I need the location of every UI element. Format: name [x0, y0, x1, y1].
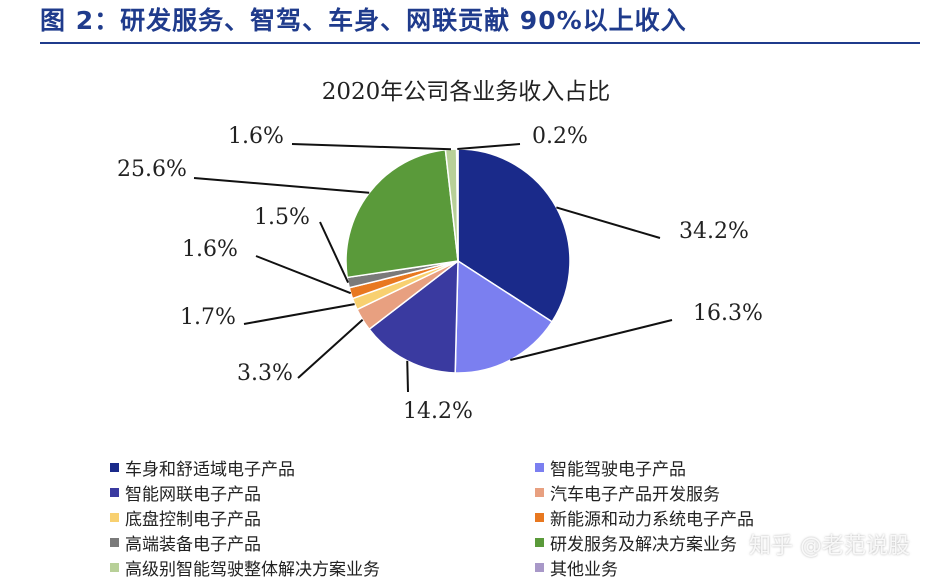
legend-label: 智能网联电子产品 [125, 484, 261, 505]
legend-label: 汽车电子产品开发服务 [550, 484, 720, 505]
chart-title: 2020年公司各业务收入占比 [321, 79, 611, 105]
legend-label: 其他业务 [550, 559, 618, 580]
data-label: 16.3% [693, 301, 763, 326]
pie-slice [345, 148, 459, 279]
legend-swatch [535, 512, 544, 522]
pie-slice [454, 259, 554, 374]
legend-swatch [110, 562, 119, 572]
legend-swatch [535, 462, 544, 472]
leader-line [510, 319, 673, 362]
figure-title: 图 2：研发服务、智驾、车身、网联贡献 90%以上收入 [40, 6, 687, 35]
legend-label: 车身和舒适域电子产品 [125, 459, 295, 480]
leader-line [193, 177, 370, 194]
legend-item: 新能源和动力系统电子产品 [535, 505, 830, 530]
legend-swatch [535, 562, 544, 572]
leader-line [297, 318, 364, 379]
legend-swatch [110, 537, 119, 547]
legend-item: 高端装备电子产品 [110, 530, 535, 555]
legend-item: 车身和舒适域电子产品 [110, 455, 535, 480]
leader-line [457, 143, 521, 150]
legend-item: 其他业务 [535, 555, 830, 580]
watermark: 知乎 @老范说股 [749, 534, 910, 559]
leader-line [319, 221, 350, 284]
title-divider [40, 42, 920, 44]
data-label: 0.2% [532, 124, 588, 149]
legend-item: 高级别智能驾驶整体解决方案业务 [110, 555, 535, 580]
pie-chart: 34.2% 16.3% 14.2% 3.3% 1.7% 1.6% 1.5% 25.6% 1.6%… [117, 124, 763, 424]
legend-label: 智能驾驶电子产品 [550, 459, 686, 480]
legend-swatch [110, 462, 119, 472]
legend-swatch [110, 512, 119, 522]
legend-label: 高级别智能驾驶整体解决方案业务 [125, 559, 380, 580]
leader-line [406, 360, 409, 393]
legend-item: 汽车电子产品开发服务 [535, 480, 830, 505]
data-label: 1.7% [180, 305, 236, 330]
leader-line [255, 255, 352, 295]
data-label: 1.6% [182, 237, 238, 262]
data-label: 14.2% [403, 399, 473, 424]
data-label: 25.6% [117, 157, 187, 182]
data-label: 3.3% [237, 361, 293, 386]
legend-swatch [535, 537, 544, 547]
legend-label: 高端装备电子产品 [125, 534, 261, 555]
legend-item: 研发服务及解决方案业务 [535, 530, 830, 555]
legend-label: 新能源和动力系统电子产品 [550, 509, 754, 530]
leader-line [243, 303, 355, 325]
legend-label: 研发服务及解决方案业务 [550, 534, 737, 555]
data-label: 1.6% [228, 124, 284, 149]
legend-label: 底盘控制电子产品 [125, 509, 261, 530]
legend-item: 底盘控制电子产品 [110, 505, 535, 530]
chart-legend: 车身和舒适域电子产品 智能驾驶电子产品智能网联电子产品 汽车电子产品开发服务底盘控制… [110, 455, 830, 580]
data-label: 34.2% [679, 219, 749, 244]
leader-line [291, 143, 452, 151]
legend-item: 智能驾驶电子产品 [535, 455, 830, 480]
leader-line [556, 206, 661, 239]
data-label: 1.5% [254, 205, 310, 230]
legend-item: 智能网联电子产品 [110, 480, 535, 505]
legend-swatch [535, 487, 544, 497]
legend-swatch [110, 487, 119, 497]
